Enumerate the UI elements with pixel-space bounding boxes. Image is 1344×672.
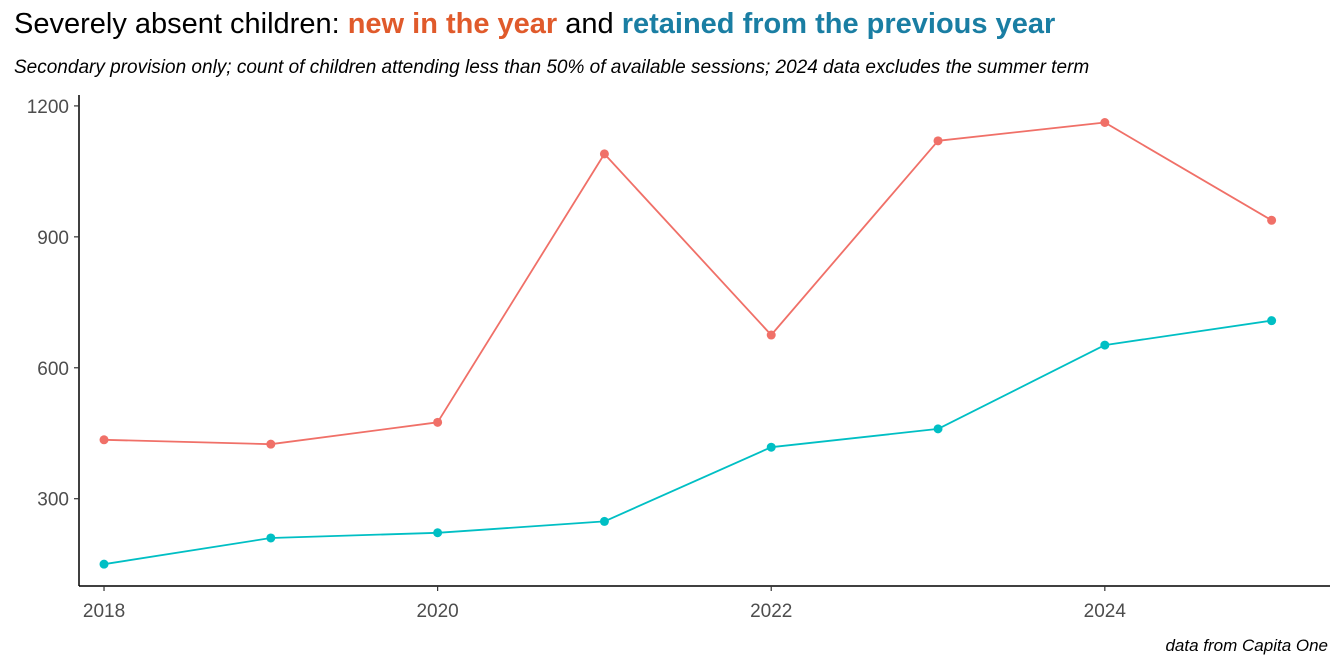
series-0-point [433, 417, 443, 427]
series-0-point [766, 330, 776, 340]
chart-subtitle: Secondary provision only; count of child… [14, 57, 1090, 78]
axes: 300 600 900 1200 2018 2020 2022 2024 [27, 95, 1330, 622]
y-tick-label: 1200 [27, 97, 69, 118]
title-new-label: new in the year [347, 8, 558, 40]
x-tick-label: 2018 [83, 601, 125, 622]
series-0-point [933, 136, 943, 146]
series-1-point [1267, 316, 1277, 326]
series-1-line [103, 319, 1272, 566]
y-tick-label: 900 [37, 228, 69, 249]
title-middle: and [557, 8, 622, 40]
x-tick-label: 2020 [416, 601, 458, 622]
series-1-point [599, 516, 609, 526]
series-1-point [433, 528, 443, 538]
x-tick-label: 2022 [750, 601, 792, 622]
title-prefix: Severely absent children: [14, 8, 348, 40]
title-retained-label: retained from the previous year [621, 8, 1056, 40]
series-0-point [1100, 117, 1110, 127]
series-1-point [1100, 340, 1110, 350]
series-1-point [933, 424, 943, 434]
series-lines [103, 121, 1273, 566]
series-1-point [766, 442, 776, 452]
series-1-point [99, 559, 109, 569]
series-0-point [266, 439, 276, 449]
series-0-point [599, 149, 609, 159]
x-tick-label: 2024 [1084, 601, 1127, 622]
chart-caption: data from Capita One [1165, 636, 1328, 655]
series-0-point [1267, 215, 1277, 225]
chart-title: Severely absent children: new in the yea… [14, 8, 1055, 41]
series-0-line [103, 121, 1273, 446]
y-tick-label: 300 [37, 490, 69, 511]
series-0-point [99, 435, 109, 445]
y-tick-label: 600 [37, 359, 69, 380]
series-1-point [266, 533, 276, 543]
series-points [99, 117, 1277, 569]
